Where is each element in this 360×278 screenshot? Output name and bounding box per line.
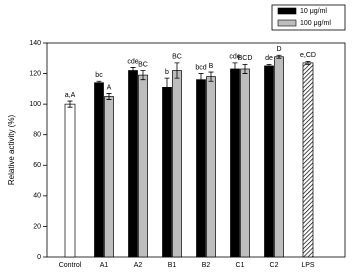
bar — [240, 68, 250, 258]
y-tick-label: 120 — [29, 70, 41, 77]
x-tick-label: C2 — [270, 262, 279, 269]
bar — [94, 82, 104, 258]
significance-letter: bc — [95, 72, 103, 79]
error-bar — [208, 71, 214, 82]
error-bar — [305, 60, 311, 65]
error-bar — [174, 62, 180, 79]
error-bar — [198, 73, 204, 87]
significance-letter: B — [209, 63, 214, 70]
significance-letter: a,A — [65, 92, 76, 99]
error-bar — [266, 64, 272, 68]
bar — [264, 65, 274, 258]
y-tick-label: 80 — [33, 132, 41, 139]
error-bar — [67, 100, 73, 108]
y-tick-label: 60 — [33, 162, 41, 169]
y-tick-label: 0 — [37, 254, 41, 261]
significance-letter: D — [276, 46, 281, 53]
legend-swatch — [277, 19, 297, 27]
significance-letter: cde — [229, 54, 240, 61]
bar — [104, 96, 114, 258]
significance-letter: e,CD — [300, 52, 316, 59]
error-bar — [242, 64, 248, 74]
bar — [302, 62, 314, 258]
legend-swatch — [277, 7, 297, 15]
significance-letter: de — [265, 55, 273, 62]
error-bar — [164, 77, 170, 97]
y-tick-label: 40 — [33, 193, 41, 200]
significance-letter: b — [165, 69, 169, 76]
bar — [230, 68, 240, 258]
error-bar — [276, 54, 282, 59]
error-bar — [140, 70, 146, 81]
y-axis-label: Relative activity (%) — [7, 115, 16, 186]
legend-label: 10 μg/ml — [300, 8, 327, 15]
error-bar — [130, 67, 136, 74]
significance-letter: A — [107, 84, 112, 91]
y-tick-label: 100 — [29, 101, 41, 108]
x-tick-label: LPS — [301, 262, 315, 269]
significance-letter: bcd — [195, 64, 206, 71]
bar — [138, 74, 148, 258]
bar — [274, 56, 284, 258]
error-bar — [232, 62, 238, 76]
significance-letter: BC — [172, 54, 182, 61]
x-tick-label: Control — [59, 262, 82, 269]
x-tick-label: A1 — [100, 262, 109, 269]
x-tick-label: B1 — [168, 262, 177, 269]
bar — [172, 70, 182, 258]
legend-label: 100 μg/ml — [300, 20, 331, 27]
bar — [128, 70, 138, 258]
x-tick-label: C1 — [236, 262, 245, 269]
error-bar — [106, 93, 112, 100]
y-tick-label: 140 — [29, 40, 41, 47]
plot-frame — [46, 42, 346, 258]
y-tick-label: 20 — [33, 223, 41, 230]
bar — [196, 79, 206, 258]
significance-letter: BCD — [238, 55, 253, 62]
significance-letter: cde — [127, 58, 138, 65]
bar — [64, 103, 76, 258]
bar — [162, 86, 172, 258]
significance-letter: BC — [138, 61, 148, 68]
x-tick-label: A2 — [134, 262, 143, 269]
error-bar — [96, 80, 102, 85]
x-tick-label: B2 — [202, 262, 211, 269]
bar — [206, 76, 216, 258]
